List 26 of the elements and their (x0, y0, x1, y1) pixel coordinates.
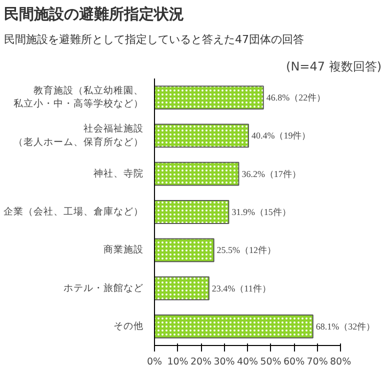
x-tick-label: 40% (236, 356, 258, 368)
y-tick-label: 商業施設 (104, 244, 144, 256)
data-label: 25.5%（12件） (216, 245, 276, 256)
x-tick-label: 20% (190, 356, 212, 368)
x-tick-label: 70% (306, 356, 328, 368)
y-tick-label: 企業（会社、工場、倉庫など） (4, 206, 144, 218)
data-label: 46.8%（22件） (266, 92, 326, 103)
chart-title: 民間施設の避難所指定状況 (4, 4, 184, 25)
y-tick-label: その他 (114, 320, 144, 332)
x-tick-label: 60% (283, 356, 305, 368)
x-tick-label: 50% (260, 356, 282, 368)
x-tick-label: 10% (167, 356, 188, 368)
x-tick-label: 80% (330, 356, 352, 368)
y-tick-label: 神社、寺院 (94, 167, 144, 180)
y-tick-label: 教育施設（私立幼稚園、私立小・中・高等学校など） (14, 84, 144, 110)
x-tick-label: 0% (146, 356, 162, 368)
x-tick-label: 30% (214, 356, 235, 368)
data-label: 68.1%（32件） (316, 321, 376, 332)
data-label: 31.9%（15件） (232, 207, 291, 217)
chart-subtitle: 民間施設を避難所として指定していると答えた47団体の回答 (4, 32, 304, 48)
text: (N=47 複数回答) (286, 60, 382, 74)
y-tick-label: 社会福祉施設（老人ホーム、保育所など） (14, 122, 144, 148)
data-label: 40.4%（19件） (251, 130, 311, 141)
data-label: 23.4%（11件） (212, 283, 271, 294)
data-label: 36.2%（17件） (242, 168, 301, 179)
y-tick-label: ホテル・旅館など (64, 282, 144, 294)
